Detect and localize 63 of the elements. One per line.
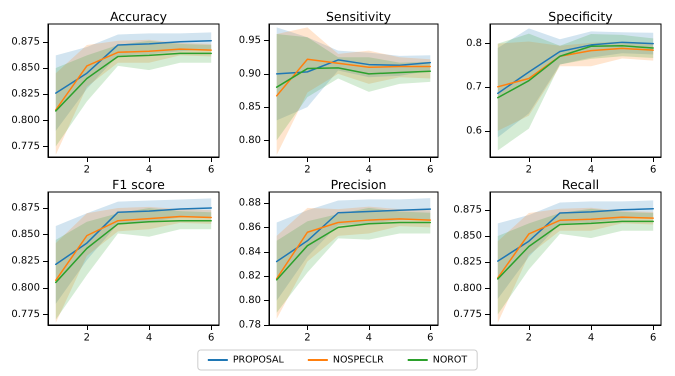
y-tick-label: 0.825 xyxy=(11,256,40,267)
y-tick-label: 0.82 xyxy=(238,270,261,282)
line-series xyxy=(497,48,654,88)
x-tick-label: 2 xyxy=(84,332,90,344)
line-series xyxy=(276,208,432,262)
y-tick-label: 0.800 xyxy=(11,114,40,126)
y-tick-label: 0.80 xyxy=(238,295,261,306)
x-tick-label: 4 xyxy=(146,332,152,344)
x-tick-label: 2 xyxy=(526,332,532,344)
y-tick-label: 0.78 xyxy=(238,320,261,330)
x-tick-label: 2 xyxy=(304,332,311,344)
x-tick-label: 4 xyxy=(588,164,594,176)
line-series xyxy=(55,40,212,94)
y-tick-label: 0.88 xyxy=(238,197,261,208)
x-tick-label: 4 xyxy=(366,332,372,344)
line-series xyxy=(276,67,432,88)
chart-title: Precision xyxy=(330,177,386,192)
y-tick-label: 0.875 xyxy=(11,36,40,48)
y-tick-label: 0.850 xyxy=(11,62,40,74)
chart-title: Specificity xyxy=(548,9,614,24)
y-tick-label: 0.850 xyxy=(453,230,482,242)
x-tick-label: 6 xyxy=(208,332,214,344)
x-tick-label: 4 xyxy=(366,164,372,176)
y-tick-label: 0.850 xyxy=(11,229,40,240)
x-tick-label: 4 xyxy=(588,332,594,344)
x-tick-label: 6 xyxy=(427,164,434,176)
y-tick-label: 0.85 xyxy=(238,102,261,113)
y-tick-label: 0.875 xyxy=(453,204,482,216)
line-series xyxy=(497,208,654,262)
y-tick-label: 0.8 xyxy=(466,38,482,50)
chart-title: Recall xyxy=(562,177,600,192)
y-tick-label: 0.825 xyxy=(453,256,482,268)
x-tick-label: 6 xyxy=(650,332,656,344)
y-tick-label: 0.80 xyxy=(238,134,261,146)
x-tick-label: 2 xyxy=(304,164,311,176)
y-tick-label: 0.775 xyxy=(453,309,482,320)
chart-title: Accuracy xyxy=(110,9,168,24)
x-tick-label: 2 xyxy=(526,164,532,176)
y-tick-label: 0.84 xyxy=(238,246,261,258)
x-tick-label: 6 xyxy=(650,164,656,176)
chart-title: F1 score xyxy=(112,177,166,192)
x-tick-label: 4 xyxy=(146,164,152,176)
x-tick-label: 6 xyxy=(427,332,434,344)
line-series xyxy=(276,59,432,75)
y-tick-label: 0.825 xyxy=(11,88,40,100)
x-tick-label: 2 xyxy=(84,164,90,176)
y-tick-label: 0.775 xyxy=(11,308,40,320)
y-tick-label: 0.95 xyxy=(238,35,261,46)
chart-title: Sensitivity xyxy=(326,9,392,24)
x-tick-label: 6 xyxy=(208,164,214,176)
y-tick-label: 0.800 xyxy=(11,282,40,294)
legend-label: NOSPECLR xyxy=(332,354,384,366)
legend-label: PROPOSAL xyxy=(232,354,285,366)
y-tick-label: 0.6 xyxy=(466,125,482,136)
legend-label: NOROT xyxy=(432,354,468,366)
y-tick-label: 0.800 xyxy=(453,282,482,294)
y-tick-label: 0.875 xyxy=(11,202,40,214)
y-tick-label: 0.90 xyxy=(238,68,261,80)
line-series xyxy=(276,58,432,97)
y-tick-label: 0.775 xyxy=(11,141,40,152)
y-tick-label: 0.86 xyxy=(238,222,261,233)
y-tick-label: 0.7 xyxy=(466,82,482,93)
line-series xyxy=(55,207,212,266)
